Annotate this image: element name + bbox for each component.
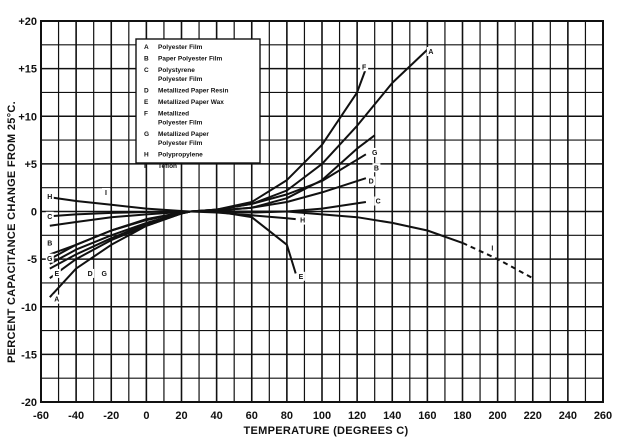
curve-label-bg [45, 253, 54, 263]
x-tick-label: 160 [418, 410, 436, 422]
y-tick-labels: +20 +15 +10 +5 0 -5 -10 -15 -20 [18, 16, 37, 409]
curve-label-bg [52, 268, 61, 278]
x-tick-label: 20 [175, 410, 187, 422]
curve-label-i: I [105, 190, 107, 197]
x-tick-label: 0 [143, 410, 149, 422]
legend-entry-c: Polystyrene [158, 67, 195, 74]
y-tick-label: -20 [21, 397, 37, 409]
curve-label-bg [45, 191, 54, 201]
curve-label-d: D [88, 271, 93, 278]
curve-label-bg [45, 211, 54, 221]
curve-label-bg [360, 62, 369, 72]
curve-label-h: H [300, 218, 305, 225]
curve-label-c: C [47, 214, 52, 221]
legend-entry-a: Polyester Film [158, 44, 203, 51]
curve-label-bg [374, 196, 383, 206]
y-tick-label: +5 [24, 159, 37, 171]
curve-label-b: B [374, 165, 379, 172]
curve-label-g: G [101, 271, 107, 278]
legend-key-a: A [144, 44, 149, 51]
legend-key-h: H [144, 152, 149, 159]
legend-entry-g: Polyester Film [158, 140, 203, 147]
x-tick-label: 100 [313, 410, 331, 422]
series-line-i-extrapolated [462, 241, 534, 280]
curve-label-bg [488, 243, 497, 253]
legend-entry-i: Teflon [158, 163, 177, 170]
x-tick-label: 140 [383, 410, 401, 422]
y-axis-label: PERCENT CAPACITANCE CHANGE FROM 25°C. [6, 101, 18, 363]
x-tick-label: 60 [246, 410, 258, 422]
legend-key-i: I [144, 163, 146, 170]
curve-label-g: G [372, 150, 378, 157]
curve-label-f: F [362, 64, 367, 71]
curve-label-bg [370, 147, 379, 157]
legend-entry-h: Polypropylene [158, 152, 203, 159]
legend-entry-f: Polyester Film [158, 120, 203, 127]
legend-entry-c: Polyester Film [158, 76, 203, 83]
curve-label-bg [367, 176, 376, 186]
x-tick-label: -60 [33, 410, 49, 422]
curve-label-b: B [47, 241, 52, 248]
x-tick-label: -40 [68, 410, 84, 422]
x-axis-label: TEMPERATURE (DEGREES C) [244, 425, 409, 437]
curve-label-bg [372, 163, 381, 173]
curve-label-h: H [47, 194, 52, 201]
curves: ABCDEFGHI [49, 48, 534, 298]
legend-entry-d: Metallized Paper Resin [158, 88, 228, 95]
x-tick-label: 220 [524, 410, 542, 422]
legend: A Polyester Film B Paper Polyester Film C Pol… [135, 38, 261, 170]
x-tick-label: 120 [348, 410, 366, 422]
x-tick-label: 180 [453, 410, 471, 422]
curve-label-a: A [54, 297, 59, 304]
legend-entry-e: Metallized Paper Wax [158, 99, 224, 106]
y-tick-label: 0 [31, 207, 37, 219]
curve-label-i: I [491, 245, 493, 252]
legend-key-d: D [144, 88, 149, 95]
legend-key-f: F [144, 111, 148, 118]
series-line-i: I [49, 210, 463, 244]
legend-entry-f: Metallized [158, 111, 189, 118]
legend-box [135, 38, 261, 164]
plot-frame [40, 20, 604, 403]
legend-key-e: E [144, 99, 149, 106]
x-tick-label: 260 [594, 410, 612, 422]
y-tick-label: +15 [18, 64, 37, 76]
curve-label-g: G [47, 256, 53, 263]
legend-key-b: B [144, 56, 149, 63]
x-tick-label: 80 [281, 410, 293, 422]
curve-label-a: A [428, 49, 433, 56]
curve-label-bg [426, 46, 435, 56]
curve-label-bg [296, 271, 305, 281]
legend-key-g: G [144, 131, 149, 138]
legend-key-c: C [144, 67, 149, 74]
y-tick-label: -10 [21, 302, 37, 314]
x-tick-label: 40 [211, 410, 223, 422]
curve-label-bg [86, 268, 95, 278]
curve-label-bg [52, 294, 61, 304]
x-tick-labels: -60 -40 -20 0 20 40 60 80 100 120 140 160 180 200 220 2… [33, 410, 612, 422]
curve-label-d: D [369, 179, 374, 186]
curve-label-e: E [299, 274, 304, 281]
x-tick-label: -20 [103, 410, 119, 422]
curve-label-e: E [54, 271, 59, 278]
curve-label-bg [45, 238, 54, 248]
y-tick-label: +20 [18, 16, 37, 28]
x-tick-label: 240 [559, 410, 577, 422]
curve-label-bg [101, 187, 110, 197]
curve-label-bg [100, 268, 109, 278]
y-tick-label: -5 [27, 254, 37, 266]
y-tick-label: +10 [18, 111, 37, 123]
x-tick-label: 200 [488, 410, 506, 422]
legend-entry-g: Metallized Paper [158, 131, 209, 138]
legend-entry-b: Paper Polyester Film [158, 56, 223, 63]
curve-label-c: C [376, 199, 381, 206]
y-tick-label: -15 [21, 349, 37, 361]
curve-label-bg [298, 215, 307, 225]
